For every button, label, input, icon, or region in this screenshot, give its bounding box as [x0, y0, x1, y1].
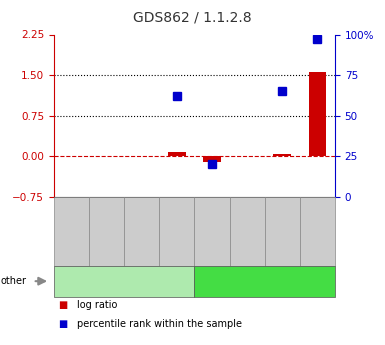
Text: GSM19182: GSM19182 — [313, 210, 322, 252]
Text: GSM19175: GSM19175 — [67, 210, 76, 252]
Text: ■: ■ — [58, 300, 67, 310]
Bar — [168, 152, 186, 156]
Text: GSM19180: GSM19180 — [243, 210, 252, 252]
Text: GDS862 / 1.1.2.8: GDS862 / 1.1.2.8 — [133, 10, 252, 24]
Text: GSM19178: GSM19178 — [172, 210, 181, 252]
Text: ■: ■ — [58, 319, 67, 329]
Text: GSM19176: GSM19176 — [102, 210, 111, 252]
Text: other: other — [1, 276, 27, 286]
Text: percentile rank within the sample: percentile rank within the sample — [77, 319, 242, 329]
Bar — [203, 156, 221, 161]
Text: log ratio: log ratio — [77, 300, 117, 310]
Bar — [309, 72, 326, 156]
Text: GH-treated male: GH-treated male — [221, 276, 308, 286]
Text: GSM19179: GSM19179 — [208, 210, 216, 252]
Bar — [273, 155, 291, 156]
Text: female: female — [106, 276, 142, 286]
Text: GSM19181: GSM19181 — [278, 210, 287, 252]
Text: GSM19177: GSM19177 — [137, 210, 146, 252]
